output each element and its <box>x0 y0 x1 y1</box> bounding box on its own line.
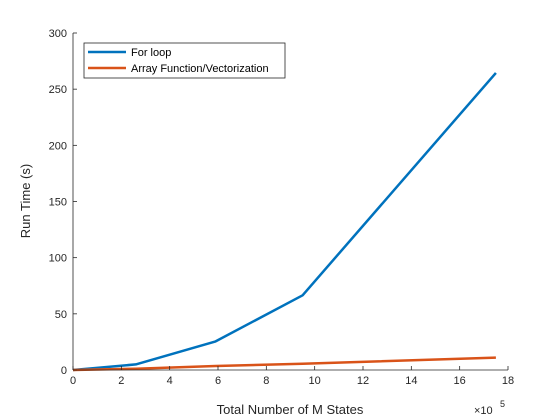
x-tick-label: 16 <box>454 375 466 387</box>
y-tick-label: 100 <box>49 253 67 265</box>
y-tick-label: 150 <box>49 197 67 209</box>
y-tick-label: 0 <box>61 365 67 377</box>
x-tick-label: 0 <box>70 375 76 387</box>
x-tick-label: 4 <box>167 375 173 387</box>
x-tick-label: 14 <box>405 375 417 387</box>
x-tick-label: 2 <box>118 375 124 387</box>
legend-box <box>83 42 286 79</box>
x-axis-label: Total Number of M States <box>217 402 364 417</box>
series-line-1 <box>72 356 496 372</box>
y-axis-label: Run Time (s) <box>18 164 33 238</box>
legend-label-for-loop: For loop <box>131 47 171 59</box>
x-tick-label: 8 <box>263 375 269 387</box>
y-tick-label: 300 <box>49 28 67 40</box>
y-tick-label: 50 <box>55 309 67 321</box>
x-tick-label: 6 <box>215 375 221 387</box>
legend-label-vectorization: Array Function/Vectorization <box>131 63 269 75</box>
x-tick-label: 10 <box>309 375 321 387</box>
y-tick-label: 250 <box>49 84 67 96</box>
plot-area <box>73 33 508 370</box>
x-tick-label: 12 <box>357 375 369 387</box>
x-exponent-label: ×10 <box>474 405 493 417</box>
y-ticks: 0 50 100 150 200 250 300 <box>49 28 77 377</box>
y-tick-label: 200 <box>49 140 67 152</box>
series-layer <box>72 72 497 372</box>
series-line-0 <box>72 72 497 372</box>
legend: For loop Array Function/Vectorization <box>83 42 286 79</box>
x-tick-label: 18 <box>502 375 514 387</box>
x-ticks: 0 2 4 6 8 10 12 14 16 18 <box>70 366 514 387</box>
x-exponent-power: 5 <box>500 399 505 409</box>
